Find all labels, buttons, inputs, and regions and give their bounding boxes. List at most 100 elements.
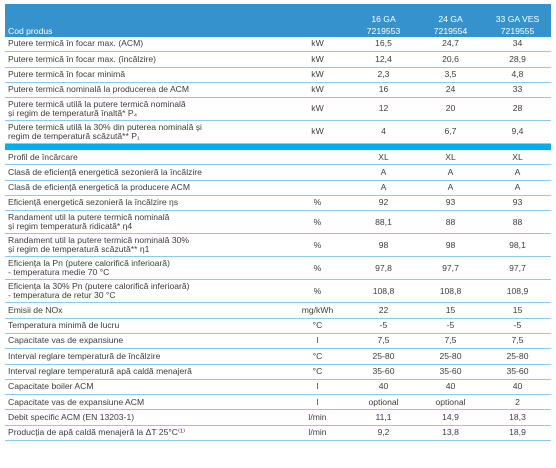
header-row-models: 16 GA 24 GA 33 GA VES bbox=[5, 14, 551, 25]
row-value: 11,1 bbox=[350, 409, 417, 426]
row-value: 13,8 bbox=[417, 425, 484, 442]
row-value: 25-80 bbox=[350, 348, 417, 365]
row-value: A bbox=[350, 180, 417, 197]
table-row: Emisii de NOx mg/kWh 22 15 15 bbox=[5, 302, 551, 319]
row-unit: % bbox=[285, 233, 350, 258]
row-value: 88 bbox=[484, 210, 551, 235]
row-value: 108,8 bbox=[417, 279, 484, 304]
table-row: Producția de apă caldă menajeră la ΔT 25… bbox=[5, 425, 551, 442]
row-value: 7,5 bbox=[484, 333, 551, 350]
row-label-line: și regim de temperatură scăzută** η1 bbox=[8, 244, 150, 255]
row-value: 18,9 bbox=[484, 425, 551, 442]
row-value: 3,5 bbox=[417, 67, 484, 83]
row-value: 33 bbox=[484, 82, 551, 99]
row-unit: l/min bbox=[285, 409, 350, 426]
row-label-line: Eficiența la Pn (putere calorifică infer… bbox=[8, 257, 170, 268]
row-unit: kW bbox=[285, 97, 350, 122]
row-value: XL bbox=[350, 150, 417, 166]
spec-sheet: 16 GA 24 GA 33 GA VES Cod produs 7219553… bbox=[0, 4, 556, 468]
row-unit: kW bbox=[285, 82, 350, 99]
row-label-line: regim de temperatură scăzută** P₁ bbox=[8, 131, 140, 142]
row-label-line: și regim temperatură ridicată* η4 bbox=[8, 221, 133, 232]
row-unit: mg/kWh bbox=[285, 302, 350, 319]
row-value: 22 bbox=[350, 302, 417, 319]
row-value: A bbox=[350, 164, 417, 181]
row-value: A bbox=[484, 164, 551, 181]
row-value: 16,5 bbox=[350, 37, 417, 53]
row-value: 7,5 bbox=[350, 333, 417, 350]
row-value: 93 bbox=[484, 195, 551, 212]
table-row: Capacitate vas de expansiune l 7,5 7,5 7… bbox=[5, 333, 551, 350]
row-label: Clasă de eficiență energetică la produce… bbox=[5, 180, 285, 197]
row-label-line: Putere termică utilă la 30% din puterea … bbox=[8, 121, 202, 132]
row-value: 25-80 bbox=[417, 348, 484, 365]
table-row: Clasă de eficiență energetică sezonieră … bbox=[5, 164, 551, 181]
row-value: 92 bbox=[350, 195, 417, 212]
table-row: Eficiența la 30% Pn (putere calorifică i… bbox=[5, 279, 551, 304]
row-value: 98,1 bbox=[484, 233, 551, 258]
row-value: 9,4 bbox=[484, 120, 551, 145]
spec-table: 16 GA 24 GA 33 GA VES Cod produs 7219553… bbox=[5, 4, 551, 442]
row-unit: kW bbox=[285, 67, 350, 83]
row-value: 34 bbox=[484, 37, 551, 53]
row-label: Clasă de eficiență energetică sezonieră … bbox=[5, 164, 285, 181]
row-unit: % bbox=[285, 256, 350, 281]
row-unit: % bbox=[285, 210, 350, 235]
table-row: Debit specific ACM (EN 13203-1) l/min 11… bbox=[5, 409, 551, 426]
row-unit: °C bbox=[285, 364, 350, 380]
row-label: Putere termică nominală la producerea de… bbox=[5, 82, 285, 99]
row-label: Putere termică în focar minimă bbox=[5, 67, 285, 83]
row-value: XL bbox=[484, 150, 551, 166]
header-row-spacer bbox=[5, 4, 551, 14]
row-value: 97,7 bbox=[484, 256, 551, 281]
row-unit: l bbox=[285, 379, 350, 396]
row-unit: l bbox=[285, 394, 350, 411]
row-unit bbox=[285, 150, 350, 166]
row-unit: °C bbox=[285, 348, 350, 365]
row-label: Profil de încărcare bbox=[5, 150, 285, 166]
row-value: 24 bbox=[417, 82, 484, 99]
row-unit: kW bbox=[285, 37, 350, 53]
row-label: Eficiență energetică sezonieră la încălz… bbox=[5, 195, 285, 212]
table-row: Profil de încărcare XL XL XL bbox=[5, 150, 551, 166]
row-label-line: - temperatura medie 70 °C bbox=[8, 267, 110, 278]
table-row: Capacitate boiler ACM l 40 40 40 bbox=[5, 379, 551, 396]
table-row: Interval reglare temperatură apă caldă m… bbox=[5, 364, 551, 380]
row-value: optional bbox=[350, 394, 417, 411]
row-value: 35-60 bbox=[350, 364, 417, 380]
row-label: Randament util la putere termică nominal… bbox=[5, 233, 285, 258]
row-label-line: Putere termică utilă la putere termică n… bbox=[8, 98, 186, 109]
row-value: 93 bbox=[417, 195, 484, 212]
row-label: Emisii de NOx bbox=[5, 302, 285, 319]
row-label-line: și regim de temperatură înaltă* P₄ bbox=[8, 108, 138, 119]
row-value: 97,8 bbox=[350, 256, 417, 281]
product-code: 7219554 bbox=[417, 25, 484, 37]
product-code: 7219555 bbox=[484, 25, 551, 37]
row-unit bbox=[285, 180, 350, 197]
row-label-line: Randament util la putere termică nominal… bbox=[8, 211, 170, 222]
row-value: 25-80 bbox=[484, 348, 551, 365]
row-value: 88,1 bbox=[350, 210, 417, 235]
row-value: 4 bbox=[350, 120, 417, 145]
table-row: Eficiență energetică sezonieră la încălz… bbox=[5, 195, 551, 212]
row-label: Putere termică utilă la putere termică n… bbox=[5, 97, 285, 122]
row-value: 28 bbox=[484, 97, 551, 122]
row-value: A bbox=[417, 164, 484, 181]
row-value: 28,9 bbox=[484, 51, 551, 68]
row-unit: % bbox=[285, 195, 350, 212]
row-label: Putere termică în focar max. (încălzire) bbox=[5, 51, 285, 68]
row-value: 24,7 bbox=[417, 37, 484, 53]
row-label: Capacitate vas de expansiune bbox=[5, 333, 285, 350]
row-label: Debit specific ACM (EN 13203-1) bbox=[5, 409, 285, 426]
table-row: Putere termică utilă la 30% din puterea … bbox=[5, 120, 551, 145]
row-value: 98 bbox=[417, 233, 484, 258]
row-value: -5 bbox=[350, 318, 417, 334]
row-unit: l bbox=[285, 333, 350, 350]
row-value: A bbox=[484, 180, 551, 197]
row-value: 2 bbox=[484, 394, 551, 411]
row-value: 18,3 bbox=[484, 409, 551, 426]
row-value: 98 bbox=[350, 233, 417, 258]
table-row: Putere termică în focar max. (ACM) kW 16… bbox=[5, 37, 551, 53]
row-label: Capacitate vas de expansiune ACM bbox=[5, 394, 285, 411]
row-value: 97,7 bbox=[417, 256, 484, 281]
